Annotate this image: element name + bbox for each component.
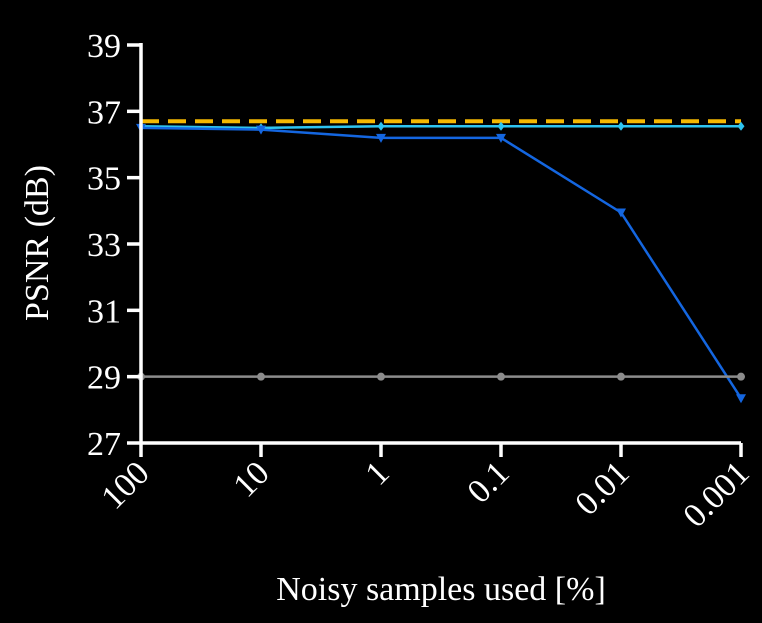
y-axis-title: PSNR (dB) bbox=[19, 165, 56, 321]
data-point bbox=[257, 372, 265, 381]
data-point bbox=[377, 372, 385, 381]
series-line bbox=[140, 125, 741, 130]
series-layer bbox=[136, 119, 746, 404]
data-point bbox=[736, 394, 746, 404]
y-tick-label: 39 bbox=[87, 28, 121, 65]
data-point bbox=[496, 133, 506, 143]
data-point bbox=[617, 121, 625, 131]
data-point bbox=[737, 121, 745, 131]
y-tick-label: 31 bbox=[87, 293, 121, 330]
series-2 bbox=[136, 123, 746, 404]
series-line bbox=[140, 126, 743, 399]
data-point bbox=[497, 372, 505, 381]
data-point bbox=[497, 121, 505, 131]
data-point bbox=[617, 372, 625, 381]
data-point bbox=[616, 208, 626, 218]
y-tick-label: 27 bbox=[87, 426, 121, 463]
data-point bbox=[377, 121, 385, 131]
axes-layer bbox=[127, 43, 743, 457]
y-tick-label: 33 bbox=[87, 227, 121, 264]
data-point bbox=[376, 133, 386, 143]
y-tick-label: 35 bbox=[87, 161, 121, 198]
y-tick-label: 37 bbox=[87, 94, 121, 131]
series-3 bbox=[137, 372, 745, 381]
y-tick-label: 29 bbox=[87, 360, 121, 397]
data-point bbox=[256, 125, 266, 135]
data-point bbox=[737, 372, 745, 381]
x-axis-title: Noisy samples used [%] bbox=[276, 571, 606, 608]
